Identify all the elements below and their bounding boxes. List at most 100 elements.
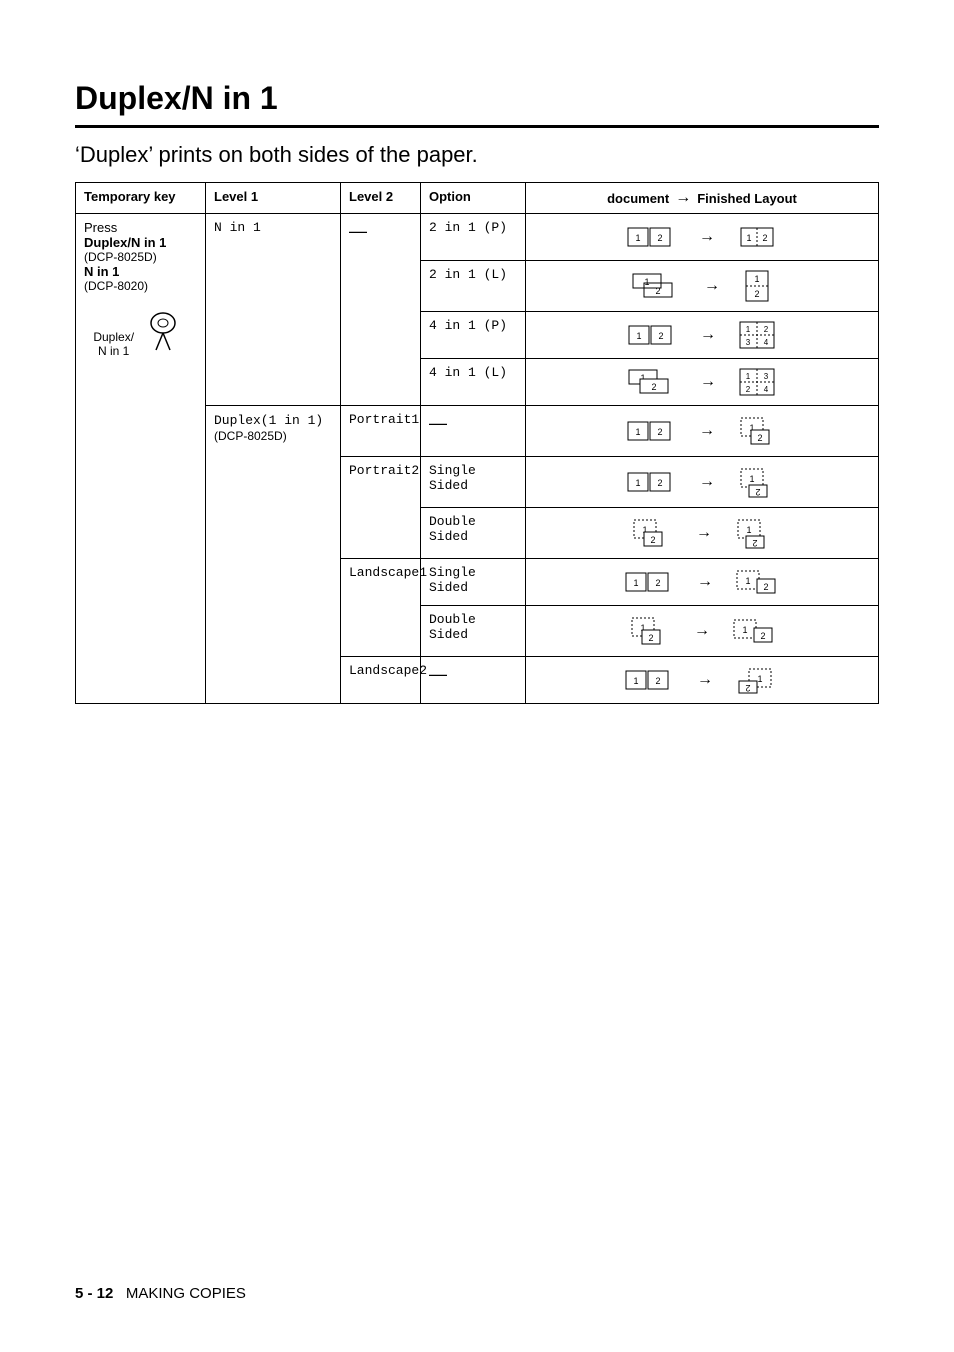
svg-text:3: 3	[746, 338, 751, 347]
td-l1d-doc: 1 2 → 1 2	[526, 606, 879, 657]
page-footer: 5 - 12 MAKING COPIES	[75, 1285, 246, 1302]
svg-text:2: 2	[745, 683, 750, 693]
svg-text:2: 2	[655, 286, 660, 296]
arrow-icon: →	[699, 473, 715, 491]
p1-in-icon: 1 2	[627, 416, 677, 446]
arrow-icon: →	[699, 228, 715, 246]
td-p1-doc: 1 2 → 1 2	[526, 406, 879, 457]
l2-in-icon: 1 2	[625, 665, 675, 695]
td-doc-2l: 1 2 → 1 2	[526, 261, 879, 312]
svg-text:1: 1	[746, 233, 751, 243]
svg-text:2: 2	[657, 478, 662, 488]
page-title: Duplex/N in 1	[75, 80, 879, 117]
svg-text:2: 2	[755, 487, 760, 497]
td-l2-opt: —	[421, 657, 526, 704]
input-4l-icon: 1 2	[628, 367, 678, 397]
svg-text:2: 2	[657, 427, 662, 437]
arrow-icon: →	[700, 326, 716, 344]
svg-text:1: 1	[635, 478, 640, 488]
svg-text:2: 2	[760, 631, 765, 641]
p2s-in-icon: 1 2	[627, 467, 677, 497]
td-duplex-label: Duplex(1 in 1) (DCP-8025D)	[206, 406, 341, 704]
svg-text:2: 2	[762, 233, 767, 243]
svg-text:1: 1	[635, 233, 640, 243]
svg-text:2: 2	[658, 331, 663, 341]
td-l1s-doc: 1 2 → 1 2	[526, 559, 879, 606]
td-p2d-doc: 1 2 → 1 2	[526, 508, 879, 559]
footer-page: 5 - 12	[75, 1285, 113, 1302]
svg-text:1: 1	[635, 427, 640, 437]
svg-text:1: 1	[633, 676, 638, 686]
footer-section: MAKING COPIES	[126, 1285, 246, 1302]
svg-text:2: 2	[650, 535, 655, 545]
th-level2: Level 2	[341, 183, 421, 214]
p2d-in-icon: 1 2	[630, 516, 674, 550]
arrow-icon: →	[699, 422, 715, 440]
td-opt-2p: 2 in 1 (P)	[421, 214, 526, 261]
svg-text:1: 1	[636, 331, 641, 341]
svg-text:1: 1	[633, 578, 638, 588]
p2s-out-icon: 1 2	[737, 465, 777, 499]
svg-text:1: 1	[742, 625, 747, 635]
th-temp-key: Temporary key	[76, 183, 206, 214]
l1d-out-icon: 1 2	[732, 616, 776, 646]
input-12-icon: 1 2	[627, 222, 677, 252]
svg-text:1: 1	[757, 674, 762, 684]
svg-text:1: 1	[746, 325, 751, 334]
td-p2: Portrait2	[341, 457, 421, 559]
svg-text:2: 2	[752, 538, 757, 548]
arrow-icon: →	[697, 573, 713, 591]
svg-text:1: 1	[749, 474, 754, 484]
temp-model2: (DCP-8020)	[84, 279, 197, 293]
out-12-stack-icon: 1 2	[742, 269, 772, 303]
input-4-icon: 1 2	[628, 320, 678, 350]
arrow-icon: →	[704, 277, 720, 295]
arrow-icon: →	[697, 671, 713, 689]
temp-model1: (DCP-8025D)	[84, 250, 197, 264]
doc-header-right: Finished Layout	[697, 191, 797, 206]
svg-text:2: 2	[648, 633, 653, 643]
temp-nin1: N in 1	[84, 264, 197, 279]
svg-text:4: 4	[764, 338, 769, 347]
arrow-icon: →	[675, 189, 691, 207]
th-document: document → Finished Layout	[526, 183, 879, 214]
th-option: Option	[421, 183, 526, 214]
out-12-side-icon: 1 2	[737, 222, 777, 252]
l2-out-icon: 1 2	[735, 665, 779, 695]
svg-text:2: 2	[655, 578, 660, 588]
temp-dup: Duplex/N in 1	[84, 235, 197, 250]
l1d-in-icon: 1 2	[628, 614, 672, 648]
input-12-land-icon: 1 2	[632, 271, 682, 301]
td-p2-double: Double Sided	[421, 508, 526, 559]
l1s-out-icon: 1 2	[735, 567, 779, 597]
l1s-in-icon: 1 2	[625, 567, 675, 597]
td-l2: Landscape2	[341, 657, 421, 704]
page-subtitle: ‘Duplex’ prints on both sides of the pap…	[75, 142, 879, 168]
svg-text:3: 3	[764, 372, 769, 381]
duplex-key-icon	[138, 305, 188, 355]
arrow-icon: →	[694, 622, 710, 640]
p1-out-icon: 1 2	[737, 414, 777, 448]
td-nin1-label: N in 1	[206, 214, 341, 406]
td-doc-2p: 1 2 → 1 2	[526, 214, 879, 261]
td-p1: Portrait1	[341, 406, 421, 457]
svg-text:2: 2	[757, 433, 762, 443]
td-l2-doc: 1 2 → 1 2	[526, 657, 879, 704]
svg-text:1: 1	[746, 372, 751, 381]
td-opt-4p: 4 in 1 (P)	[421, 312, 526, 359]
doc-header-left: document	[607, 191, 669, 206]
title-rule	[75, 125, 879, 128]
svg-text:1: 1	[745, 576, 750, 586]
temp-press: Press	[84, 220, 197, 235]
p2d-out-icon: 1 2	[734, 516, 774, 550]
svg-text:2: 2	[763, 582, 768, 592]
svg-text:2: 2	[754, 289, 759, 299]
td-l1-double: Double Sided	[421, 606, 526, 657]
svg-text:2: 2	[651, 382, 656, 392]
key-label: Duplex/ N in 1	[93, 331, 134, 359]
td-opt-4l: 4 in 1 (L)	[421, 359, 526, 406]
svg-text:1: 1	[754, 274, 759, 284]
td-p2-single: Single Sided	[421, 457, 526, 508]
svg-text:2: 2	[764, 325, 769, 334]
svg-text:2: 2	[746, 385, 751, 394]
